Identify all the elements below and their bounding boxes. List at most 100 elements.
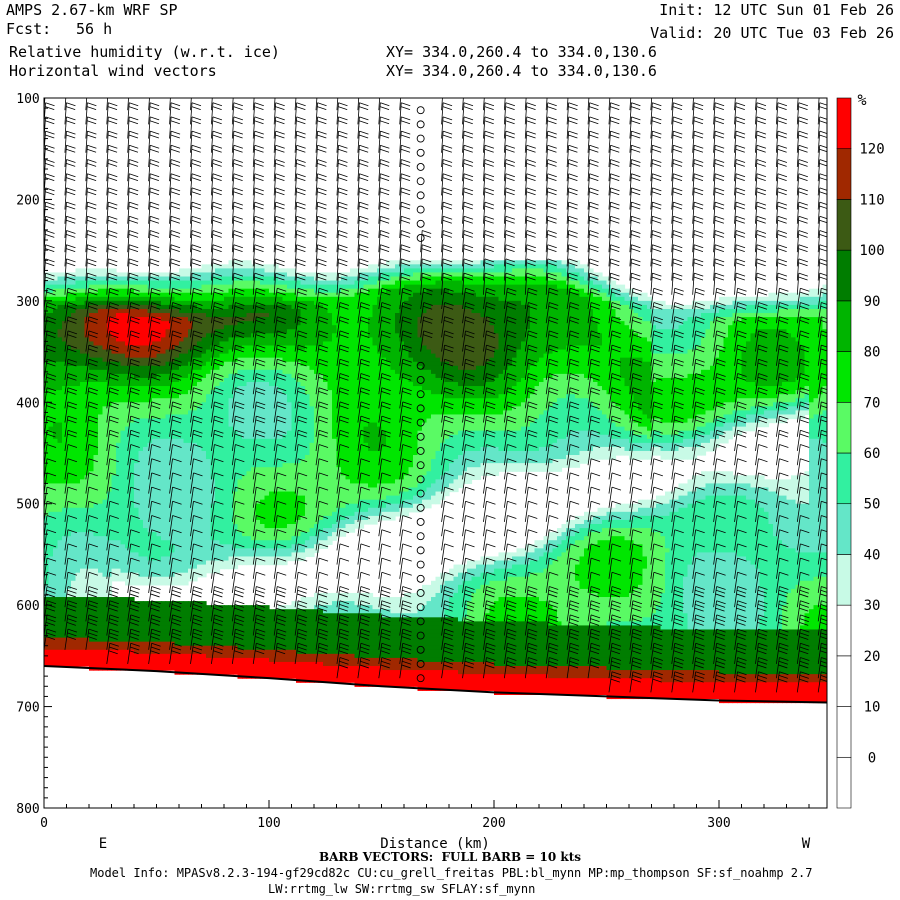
rh-cell bbox=[179, 609, 185, 614]
rh-cell bbox=[48, 507, 54, 513]
rh-cell bbox=[188, 345, 194, 351]
rh-cell bbox=[188, 471, 194, 476]
rh-cell bbox=[201, 394, 207, 399]
rh-cell bbox=[147, 402, 153, 407]
rh-cell bbox=[269, 446, 275, 452]
rh-cell bbox=[237, 341, 243, 347]
rh-cell bbox=[102, 288, 108, 294]
rh-cell bbox=[75, 629, 81, 635]
rh-cell bbox=[98, 382, 104, 387]
rh-cell bbox=[138, 398, 144, 403]
rh-cell bbox=[210, 471, 216, 476]
rh-cell bbox=[174, 341, 180, 347]
rh-cell bbox=[93, 349, 99, 355]
rh-cell bbox=[156, 641, 162, 647]
rh-cell bbox=[71, 601, 77, 606]
rh-cell bbox=[62, 613, 68, 618]
rh-cell bbox=[174, 515, 180, 521]
rh-cell bbox=[156, 621, 162, 627]
rh-cell bbox=[102, 548, 108, 553]
rh-cell bbox=[201, 284, 207, 290]
rh-cell bbox=[98, 592, 104, 598]
rh-cell bbox=[80, 300, 86, 306]
rh-cell bbox=[273, 653, 279, 659]
rh-cell bbox=[134, 629, 140, 635]
rh-cell bbox=[102, 536, 108, 541]
rh-cell bbox=[143, 495, 149, 501]
rh-cell bbox=[246, 649, 252, 655]
rh-cell bbox=[66, 304, 72, 310]
rh-cell bbox=[179, 605, 185, 610]
rh-cell bbox=[156, 308, 162, 314]
rh-cell bbox=[273, 353, 279, 359]
rh-cell bbox=[107, 463, 113, 468]
rh-cell bbox=[165, 641, 171, 647]
rh-cell bbox=[134, 406, 140, 411]
rh-cell bbox=[264, 657, 270, 663]
rh-cell bbox=[147, 487, 153, 493]
rh-cell bbox=[152, 487, 158, 493]
rh-cell bbox=[53, 455, 59, 460]
rh-cell bbox=[98, 524, 104, 529]
rh-cell bbox=[165, 661, 171, 667]
rh-cell bbox=[170, 337, 176, 343]
rh-cell bbox=[53, 633, 59, 639]
rh-cell bbox=[120, 349, 126, 355]
rh-cell bbox=[120, 345, 126, 351]
rh-cell bbox=[260, 633, 266, 639]
rh-cell bbox=[242, 349, 248, 355]
rh-cell bbox=[201, 406, 207, 411]
rh-cell bbox=[278, 471, 284, 476]
rh-cell bbox=[264, 515, 270, 521]
rh-cell bbox=[206, 540, 212, 545]
rh-cell bbox=[170, 280, 176, 286]
rh-cell bbox=[120, 450, 126, 456]
rh-cell bbox=[125, 499, 131, 505]
rh-cell bbox=[192, 402, 198, 407]
rh-cell bbox=[183, 499, 189, 505]
rh-cell bbox=[53, 272, 59, 278]
rh-cell bbox=[278, 377, 284, 383]
rh-cell bbox=[197, 455, 203, 460]
rh-cell bbox=[170, 308, 176, 314]
rh-cell bbox=[206, 463, 212, 468]
rh-cell bbox=[237, 515, 243, 521]
rh-cell bbox=[251, 422, 257, 428]
rh-cell bbox=[143, 402, 149, 407]
rh-cell bbox=[188, 487, 194, 493]
rh-cell bbox=[219, 491, 225, 497]
rh-cell bbox=[215, 373, 221, 379]
rh-cell bbox=[179, 519, 185, 525]
rh-cell bbox=[197, 284, 203, 290]
rh-cell bbox=[111, 373, 117, 379]
rh-cell bbox=[219, 613, 225, 618]
rh-cell bbox=[152, 402, 158, 407]
rh-cell bbox=[125, 337, 131, 343]
rh-cell bbox=[183, 313, 189, 318]
rh-cell bbox=[125, 317, 131, 322]
rh-cell bbox=[242, 304, 248, 310]
rh-cell bbox=[179, 304, 185, 310]
rh-cell bbox=[237, 548, 243, 553]
rh-cell bbox=[71, 641, 77, 647]
rh-cell bbox=[57, 341, 63, 347]
rh-cell bbox=[98, 349, 104, 355]
rh-cell bbox=[71, 284, 77, 290]
rh-cell bbox=[161, 382, 167, 387]
rh-cell bbox=[93, 438, 99, 444]
rh-cell bbox=[215, 625, 221, 631]
rh-cell bbox=[66, 406, 72, 411]
rh-cell bbox=[206, 629, 212, 635]
rh-cell bbox=[53, 418, 59, 424]
rh-cell bbox=[48, 552, 54, 558]
rh-cell bbox=[152, 394, 158, 399]
rh-cell bbox=[80, 532, 86, 537]
rh-cell bbox=[255, 373, 261, 379]
rh-cell bbox=[260, 402, 266, 407]
rh-cell bbox=[165, 548, 171, 553]
rh-cell bbox=[264, 532, 270, 537]
rh-cell bbox=[62, 341, 68, 347]
rh-cell bbox=[210, 455, 216, 460]
rh-cell bbox=[48, 296, 54, 302]
rh-cell bbox=[134, 649, 140, 655]
